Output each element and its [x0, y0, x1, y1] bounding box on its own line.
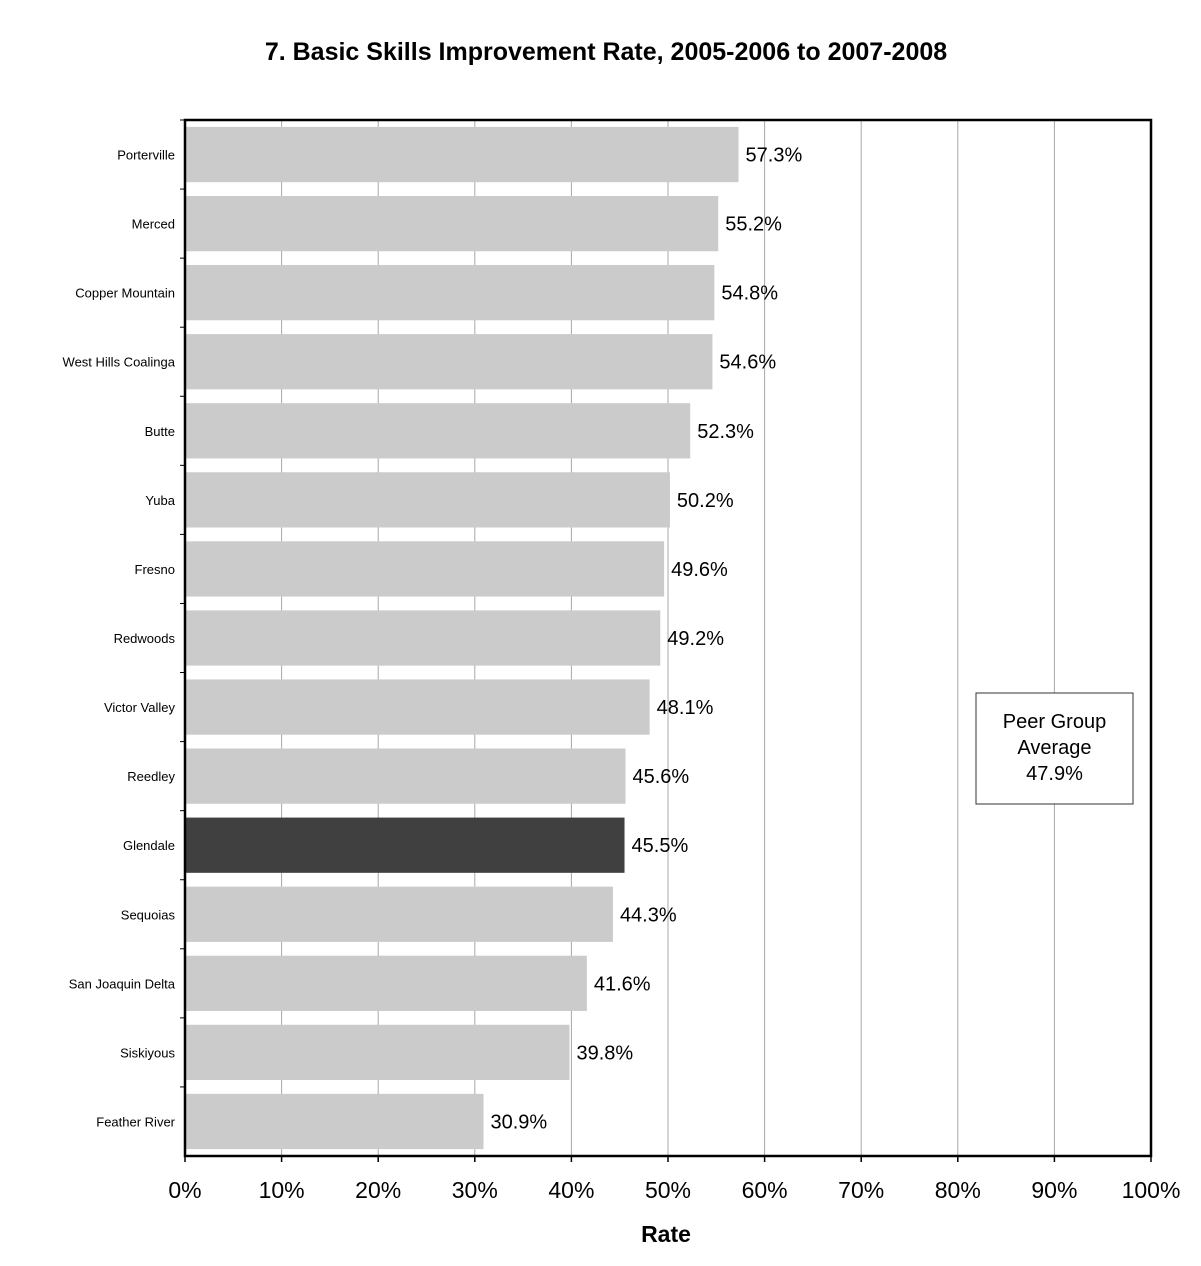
bar-highlight — [185, 817, 625, 873]
category-label: Reedley — [127, 769, 175, 784]
chart-title: 7. Basic Skills Improvement Rate, 2005-2… — [265, 38, 947, 66]
value-label: 49.2% — [667, 628, 724, 650]
value-label: 41.6% — [594, 973, 651, 995]
x-axis-ticks: 0% 10% 20% 30% 40% 50% 60% 70% 80% 90% 100% — [168, 1156, 1180, 1203]
bar — [185, 265, 715, 321]
bars — [185, 126, 739, 1150]
bar — [185, 679, 650, 735]
peer-average-box: Peer Group Average 47.9% — [975, 692, 1134, 805]
category-label: Copper Mountain — [75, 286, 175, 301]
category-label: Butte — [145, 424, 175, 439]
bar — [185, 886, 613, 942]
value-label: 50.2% — [677, 490, 734, 512]
value-label: 48.1% — [657, 697, 714, 719]
category-label: West Hills Coalinga — [63, 355, 176, 370]
category-label: San Joaquin Delta — [69, 976, 176, 991]
x-tick-label: 90% — [1031, 1177, 1077, 1203]
value-label: 45.6% — [632, 766, 689, 788]
bar — [185, 334, 713, 390]
value-label: 30.9% — [490, 1111, 547, 1133]
x-tick-label: 80% — [935, 1177, 981, 1203]
category-label: Victor Valley — [104, 700, 176, 715]
category-label: Siskiyous — [120, 1045, 175, 1060]
value-labels: 57.3% 55.2% 54.8% 54.6% 52.3% 50.2% 49.6% 49.2%… — [490, 145, 802, 1134]
bar — [185, 126, 739, 183]
bar — [185, 541, 665, 597]
category-label: Merced — [132, 217, 175, 232]
x-tick-label: 100% — [1122, 1177, 1181, 1203]
x-tick-label: 50% — [645, 1177, 691, 1203]
x-tick-label: 20% — [355, 1177, 401, 1203]
bar — [185, 748, 626, 804]
category-label: Redwoods — [114, 631, 176, 646]
x-tick-label: 60% — [742, 1177, 788, 1203]
x-axis-title: Rate — [641, 1221, 691, 1247]
value-label: 52.3% — [697, 421, 754, 443]
value-label: 45.5% — [632, 835, 689, 857]
category-label: Feather River — [96, 1114, 175, 1129]
value-label: 54.6% — [719, 352, 776, 374]
value-label: 55.2% — [725, 214, 782, 236]
value-label: 54.8% — [721, 283, 778, 305]
x-tick-label: 70% — [838, 1177, 884, 1203]
value-label: 39.8% — [576, 1042, 633, 1064]
category-label: Porterville — [117, 148, 175, 163]
bar — [185, 955, 587, 1011]
category-label: Sequoias — [121, 907, 176, 922]
bar — [185, 195, 719, 252]
annotation-text: Peer Group — [1003, 711, 1106, 733]
bar — [185, 472, 670, 528]
category-label: Fresno — [135, 562, 175, 577]
bar — [185, 1024, 570, 1081]
x-tick-label: 0% — [168, 1177, 201, 1203]
annotation-box — [975, 692, 1134, 805]
x-tick-label: 10% — [259, 1177, 305, 1203]
value-label: 57.3% — [746, 145, 803, 167]
annotation-text: 47.9% — [1026, 763, 1083, 785]
x-tick-label: 40% — [548, 1177, 594, 1203]
annotation-text: Average — [1017, 737, 1091, 759]
bar — [185, 403, 691, 459]
value-label: 49.6% — [671, 559, 728, 581]
x-tick-label: 30% — [452, 1177, 498, 1203]
category-labels: Porterville Merced Copper Mountain West Hil… — [63, 119, 185, 1129]
category-label: Glendale — [123, 838, 175, 853]
value-label: 44.3% — [620, 904, 677, 926]
category-label: Yuba — [145, 493, 175, 508]
bar — [185, 610, 661, 666]
bar — [185, 1093, 484, 1150]
